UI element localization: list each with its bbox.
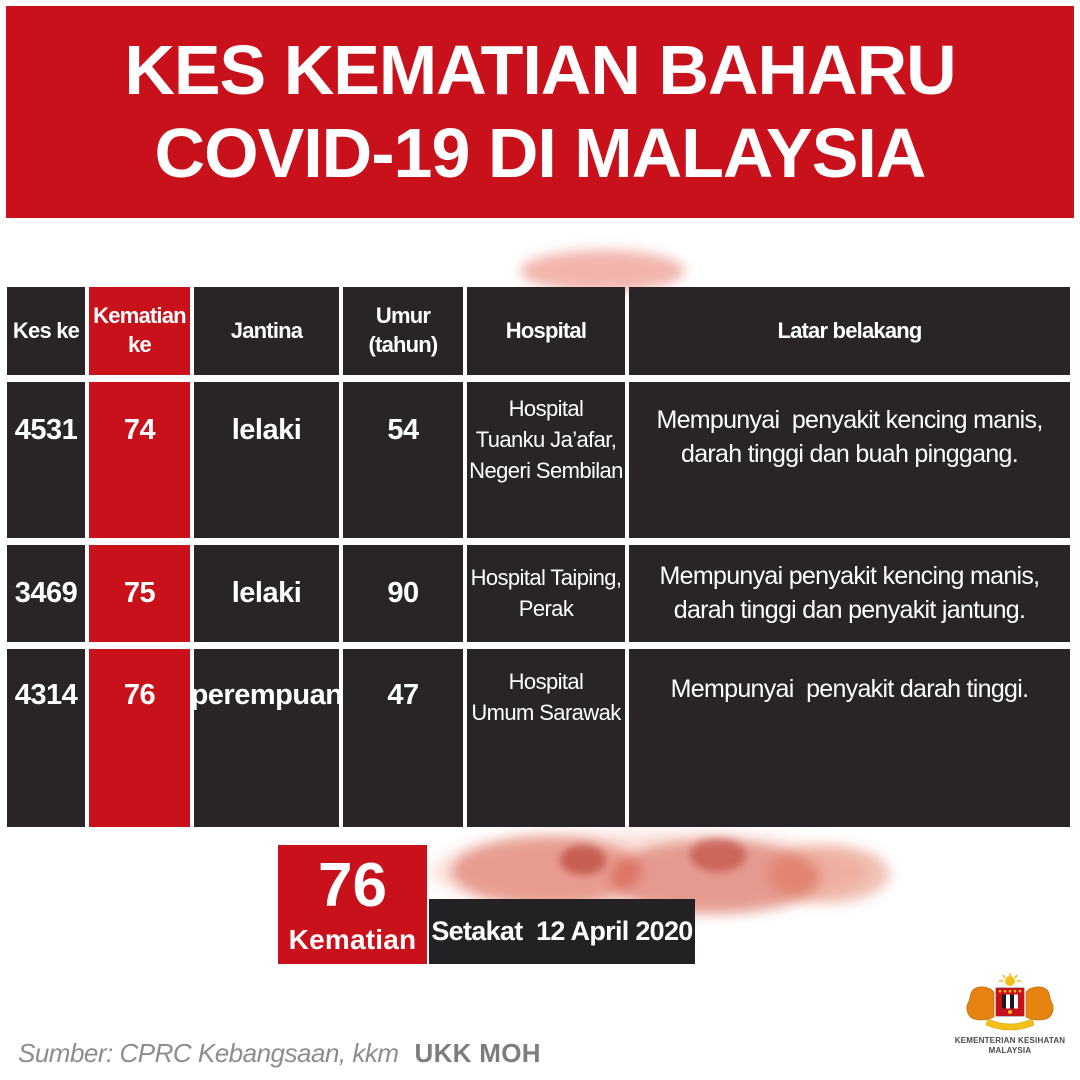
logo-caption-line-1: KEMENTERIAN KESIHATAN <box>954 1036 1066 1045</box>
cell-kematian-ke: 75 <box>89 545 190 642</box>
cell-umur: 54 <box>343 382 463 538</box>
cell-latar-belakang: Mempunyai penyakit kencing manis, darah … <box>629 545 1070 642</box>
col-header-hospital: Hospital <box>467 287 625 375</box>
cell-latar-belakang: Mempunyai penyakit darah tinggi. <box>629 649 1070 827</box>
virus-art-blob <box>452 836 642 906</box>
moh-logo: KEMENTERIAN KESIHATAN MALAYSIA <box>954 972 1066 1057</box>
logo-caption-line-2: MALAYSIA <box>988 1046 1032 1056</box>
col-header-latar-belakang: Latar belakang <box>629 287 1070 375</box>
cell-hospital: Hospital Taiping, Perak <box>467 545 625 642</box>
as-of-date-badge: Setakat 12 April 2020 <box>429 899 695 964</box>
deaths-table: Kes ke Kematian ke Jantina Umur (tahun) … <box>7 287 1070 827</box>
title-line-2: COVID-19 DI MALAYSIA <box>154 114 927 192</box>
cell-kes-ke: 3469 <box>7 545 85 642</box>
title-line-1: KES KEMATIAN BAHARU <box>124 31 956 110</box>
total-deaths-label: Kematian <box>288 924 417 955</box>
title-banner: KES KEMATIAN BAHARU COVID-19 DI MALAYSIA <box>6 6 1074 218</box>
virus-art-blob <box>430 832 870 912</box>
virus-art-blob <box>690 838 746 872</box>
coat-of-arms-icon <box>966 973 1054 1031</box>
footer: Sumber: CPRC Kebangsaan, kkm UKK MOH <box>18 1038 541 1069</box>
virus-art-blob <box>768 845 890 903</box>
cell-hospital: Hospital Umum Sarawak <box>467 649 625 827</box>
cell-kes-ke: 4531 <box>7 382 85 538</box>
total-deaths-count: 76 <box>318 851 387 920</box>
col-header-kes-ke: Kes ke <box>7 287 85 375</box>
cell-kematian-ke: 76 <box>89 649 190 827</box>
source-text: Sumber: CPRC Kebangsaan, kkm <box>18 1038 399 1068</box>
cell-jantina: perempuan <box>191 649 343 827</box>
cell-umur: 47 <box>343 649 463 827</box>
org-text: UKK MOH <box>414 1038 541 1068</box>
cell-latar-belakang: Mempunyai penyakit kencing manis, darah … <box>629 382 1070 538</box>
col-header-jantina: Jantina <box>194 287 339 375</box>
cell-kes-ke: 4314 <box>7 649 85 827</box>
cell-jantina: lelaki <box>194 545 339 642</box>
cell-hospital: Hospital Tuanku Ja’afar, Negeri Sembilan <box>467 382 625 538</box>
total-deaths-badge: 76 Kematian <box>278 845 427 964</box>
cell-umur: 90 <box>343 545 463 642</box>
as-of-date-text: Setakat 12 April 2020 <box>431 916 693 946</box>
virus-art-blob <box>560 845 606 875</box>
col-header-umur: Umur (tahun) <box>343 287 463 375</box>
virus-art-blob <box>520 250 685 292</box>
cell-jantina: lelaki <box>194 382 339 538</box>
col-header-kematian-ke: Kematian ke <box>89 287 190 375</box>
cell-kematian-ke: 74 <box>89 382 190 538</box>
